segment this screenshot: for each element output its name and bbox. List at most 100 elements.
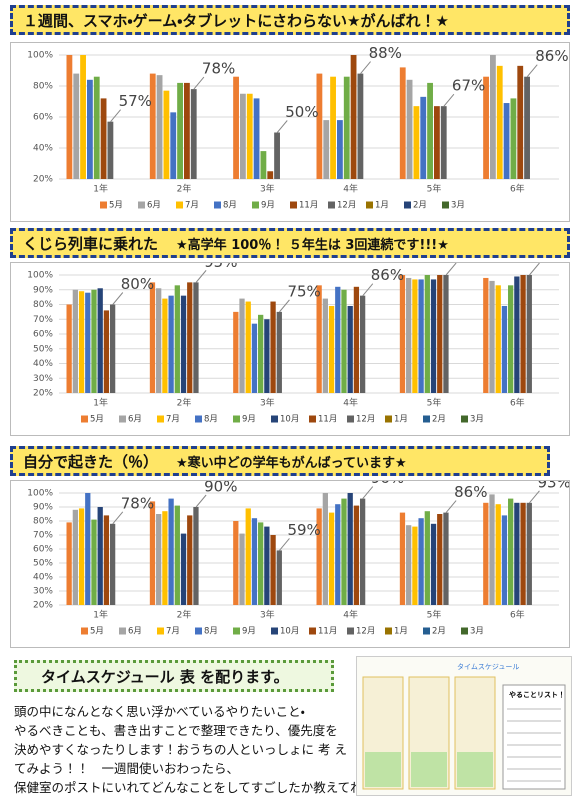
bar <box>103 515 110 605</box>
bar <box>270 301 276 393</box>
bar <box>187 515 193 605</box>
bar <box>483 76 489 179</box>
y-tick-label: 80% <box>33 517 53 527</box>
bar <box>149 501 156 605</box>
bar <box>78 508 85 605</box>
bar <box>233 521 239 605</box>
x-tick-label: 5年 <box>427 397 442 409</box>
legend-swatch <box>271 415 278 423</box>
bar <box>357 73 364 179</box>
bar <box>193 282 199 393</box>
bar <box>316 73 323 179</box>
legend-swatch <box>442 201 449 209</box>
bar <box>180 295 187 393</box>
legend-label: 5月 <box>90 415 104 425</box>
bar <box>239 298 245 393</box>
legend-swatch <box>290 201 297 209</box>
bar <box>399 512 406 605</box>
legend-label: 12月 <box>337 201 356 211</box>
x-tick-label: 4年 <box>343 397 358 409</box>
bar <box>430 523 437 605</box>
bar <box>508 498 514 605</box>
bar <box>322 298 328 393</box>
label-leader <box>362 486 374 499</box>
legend-swatch <box>328 201 335 209</box>
header: 自分で起きた（％） ★寒い中どの学年もがんばっています★ <box>10 446 550 476</box>
bar <box>424 511 430 605</box>
legend-swatch <box>347 415 354 423</box>
bar <box>337 120 343 179</box>
legend-label: 8月 <box>223 201 237 211</box>
y-tick-label: 50% <box>33 559 53 569</box>
bar <box>100 98 107 179</box>
schedule-preview: タイムスケジュール やることリスト！ <box>356 656 572 796</box>
bar <box>245 508 251 605</box>
legend-label: 1月 <box>394 627 408 637</box>
bar <box>251 518 258 605</box>
bar <box>412 526 418 605</box>
legend-label: 6月 <box>128 415 142 425</box>
legend-swatch <box>119 627 126 635</box>
bar <box>350 55 357 179</box>
bar <box>85 493 91 605</box>
legend-swatch <box>195 627 202 635</box>
legend-label: 11月 <box>299 201 318 211</box>
bar <box>427 82 433 179</box>
bar <box>109 523 116 605</box>
bar <box>187 282 193 393</box>
bar <box>526 502 532 605</box>
bar <box>97 507 103 605</box>
data-label: 100% <box>537 262 570 264</box>
bar <box>78 291 85 393</box>
bar <box>517 65 524 179</box>
bar <box>501 305 508 393</box>
x-tick-label: 1年 <box>93 397 108 409</box>
bar <box>437 514 443 605</box>
bar <box>258 522 264 605</box>
data-label: 90% <box>204 480 237 496</box>
bar <box>520 275 526 393</box>
bar <box>514 502 520 605</box>
legend-label: 12月 <box>356 627 375 637</box>
bar <box>418 518 424 605</box>
label-leader <box>279 299 290 313</box>
legend-label: 6月 <box>128 627 142 637</box>
bar <box>341 289 347 393</box>
label-leader <box>276 120 288 133</box>
label-leader <box>360 61 371 74</box>
bar <box>440 106 447 179</box>
y-tick-label: 60% <box>33 330 53 340</box>
y-tick-label: 30% <box>33 587 53 597</box>
y-tick-label: 60% <box>33 113 53 123</box>
y-tick-label: 100% <box>27 489 53 499</box>
bar <box>483 277 489 393</box>
legend-label: 11月 <box>318 627 337 637</box>
x-tick-label: 5年 <box>427 183 442 195</box>
bar <box>430 279 437 393</box>
bar <box>91 519 97 605</box>
text-line: 保健室のポストにいれてどんなことをしてすごしたか教えてね☺ <box>14 780 376 795</box>
legend-label: 12月 <box>356 415 375 425</box>
x-tick-label: 3年 <box>260 183 275 195</box>
legend-swatch <box>271 627 278 635</box>
bar <box>424 275 430 393</box>
column-fill <box>411 752 447 787</box>
bar <box>103 310 110 393</box>
bar <box>251 323 258 393</box>
list-lines <box>507 708 561 782</box>
legend-swatch <box>138 201 145 209</box>
bar <box>73 73 80 179</box>
x-tick-label: 2年 <box>177 609 192 621</box>
bar <box>276 550 282 605</box>
bar <box>399 67 406 179</box>
bar <box>163 90 170 179</box>
legend-swatch <box>461 415 468 423</box>
legend-swatch <box>385 627 392 635</box>
bar <box>93 76 100 179</box>
y-tick-label: 70% <box>33 531 53 541</box>
legend-swatch <box>233 627 240 635</box>
bar <box>168 295 174 393</box>
text-line: やるべきことも、書き出すことで整理できたり、優先度を <box>14 723 338 738</box>
legend-swatch <box>214 201 221 209</box>
bar <box>107 121 114 179</box>
